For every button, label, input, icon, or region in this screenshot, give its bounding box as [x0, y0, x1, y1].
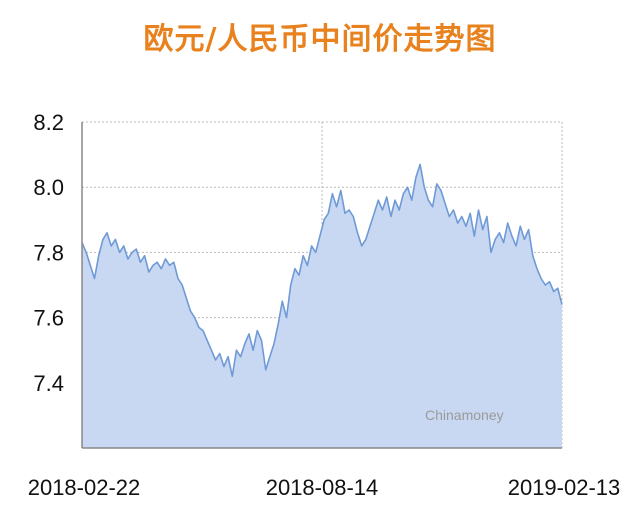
- x-tick-label: 2018-08-14: [266, 475, 379, 500]
- y-tick-label: 7.4: [33, 371, 64, 396]
- x-tick-label: 2018-02-22: [28, 475, 141, 500]
- x-tick-label: 2019-02-13: [508, 475, 621, 500]
- watermark: Chinamoney: [425, 407, 504, 423]
- axes: [81, 122, 562, 449]
- series-line: [81, 163, 563, 378]
- y-tick-label: 8.2: [33, 110, 64, 135]
- y-tick-label: 7.6: [33, 306, 64, 331]
- y-tick-label: 8.0: [33, 175, 64, 200]
- y-tick-label: 7.8: [33, 240, 64, 265]
- chart-title: 欧元/人民币中间价走势图: [143, 22, 497, 57]
- tick-labels: 7.4 7.6 7.8 8.0 8.2 2018-02-22 2018-08-14 2019-…: [28, 110, 621, 500]
- series-area: [82, 164, 562, 448]
